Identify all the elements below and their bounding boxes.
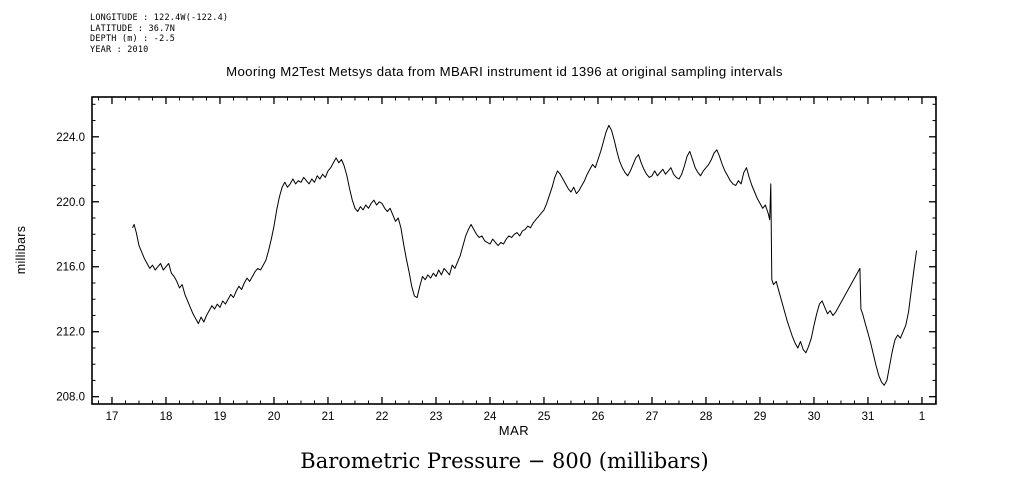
x-tick-label: 22: [376, 411, 389, 423]
plot-frame: [91, 96, 937, 405]
x-tick-label: 26: [592, 411, 605, 423]
x-tick-label: 18: [160, 411, 173, 423]
y-tick-label: 212.0: [56, 327, 85, 339]
y-axis-label: millibars: [14, 225, 28, 275]
x-tick-label: 20: [268, 411, 281, 423]
x-tick-label: 17: [106, 411, 119, 423]
metadata-latitude: LATITUDE : 36.7N: [90, 23, 176, 34]
x-tick-label: 31: [862, 411, 875, 423]
y-tick-label: 224.0: [56, 132, 85, 144]
x-tick-label: 30: [808, 411, 821, 423]
metadata-longitude: LONGITUDE : 122.4W(-122.4): [90, 13, 229, 23]
x-tick-label: 1: [919, 411, 925, 423]
x-tick-label: 23: [430, 411, 443, 423]
x-tick-label: 25: [538, 411, 551, 423]
x-tick-label: 27: [646, 411, 659, 423]
metadata-depth: DEPTH (m) : -2.5: [90, 34, 176, 44]
metadata-year: YEAR : 2010: [90, 44, 149, 55]
x-axis-label: MAR: [498, 423, 530, 438]
x-tick-label: 24: [484, 411, 497, 423]
y-tick-label: 208.0: [56, 392, 85, 404]
pressure-line: [132, 124, 918, 386]
pressure-chart: 17 18 19 20 21 22 23 24 25 26 27 28 29 30 31 1 208.0 212.…: [56, 96, 937, 423]
chart-title: Mooring M2Test Metsys data from MBARI in…: [226, 64, 783, 79]
chart-caption: Barometric Pressure − 800 (millibars): [300, 449, 709, 473]
y-tick-label: 216.0: [56, 262, 85, 274]
x-tick-label: 19: [214, 411, 227, 423]
metadata-block: LONGITUDE : 122.4W(-122.4) LATITUDE : 36…: [90, 13, 228, 55]
x-tick-label: 21: [322, 411, 335, 423]
y-tick-label: 220.0: [56, 197, 85, 209]
x-tick-label: 28: [700, 411, 713, 423]
x-tick-label: 29: [754, 411, 767, 423]
